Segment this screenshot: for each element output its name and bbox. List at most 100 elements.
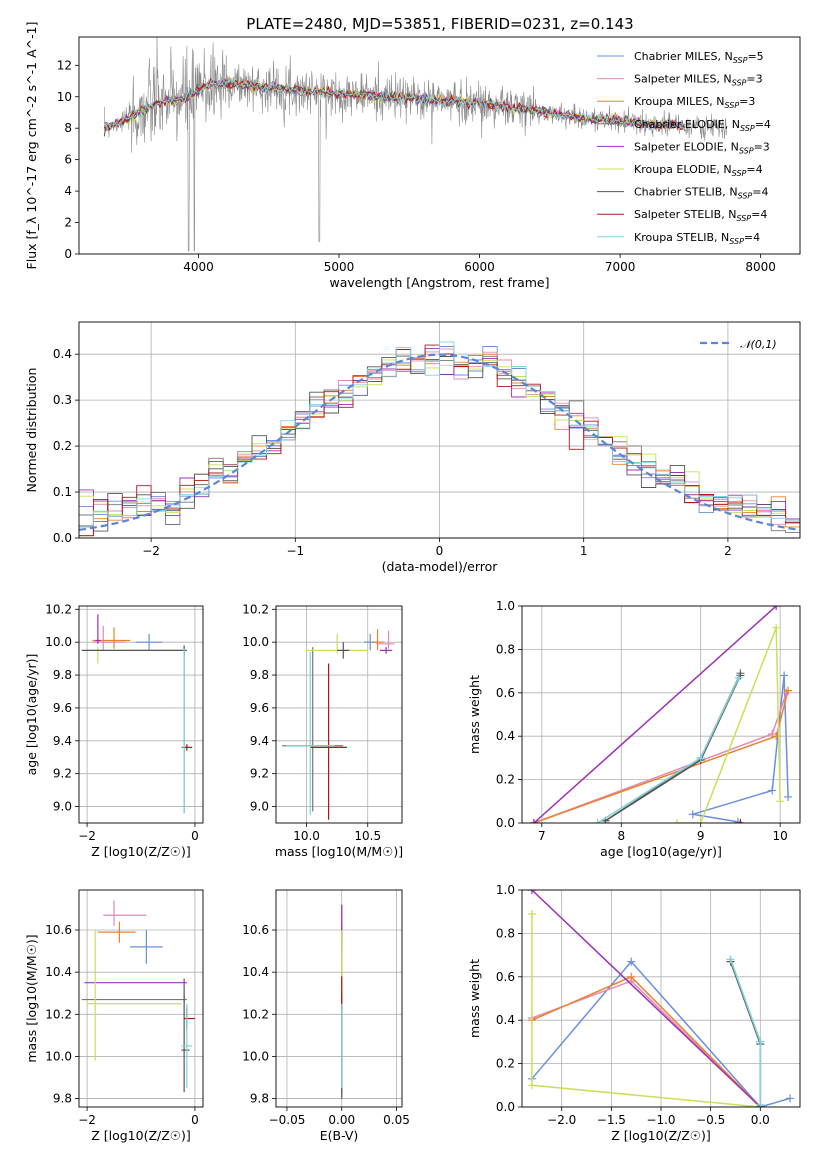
axes-frame (78, 605, 204, 824)
axes-frame (78, 321, 801, 539)
x-tick-label: 10.5 (354, 829, 381, 843)
legend-sub: SSP (739, 146, 754, 155)
weight-marker-chabrier_miles (786, 1094, 795, 1103)
y-tick-label: 0.4 (53, 347, 72, 361)
legend: Chabrier MILES, NSSP=5 Salpeter MILES, NS… (597, 50, 771, 246)
y-tick-label: 9.2 (53, 767, 72, 781)
weight-marker-kroupa_miles (627, 972, 636, 981)
legend-value: =3 (739, 95, 755, 108)
y-tick-label: 9.8 (250, 1092, 269, 1106)
y-tick-label: 10.6 (45, 923, 72, 937)
y-tick-label: 10.0 (45, 1049, 72, 1063)
ticks: −2.0 −1.5 −1.0 −0.5 0.0 0.0 0.2 0.4 0.6 0.8 1.0 (496, 883, 770, 1127)
y-axis-label: mass weight (467, 675, 482, 754)
y-tick-label: 0.4 (496, 1013, 515, 1027)
grid-lines (522, 889, 800, 1108)
x-tick-label: 0.05 (383, 1113, 410, 1127)
legend-label-kroupa_stelib: Kroupa STELIB, NSSP=4 (634, 231, 760, 246)
legend-sub: SSP (738, 192, 753, 201)
plots-layer: 4000 5000 6000 7000 8000024681012wavelength … (24, 22, 801, 1143)
y-tick-label: 0.0 (496, 1100, 515, 1114)
plot-area (81, 614, 193, 814)
x-tick-label: 5000 (324, 260, 355, 274)
legend: 𝒩(0,1) (700, 338, 777, 351)
y-tick-label: 0.2 (53, 439, 72, 453)
legend-label-kroupa_elodie: Kroupa ELODIE, NSSP=4 (634, 163, 763, 178)
y-tick-label: 9.8 (53, 1092, 72, 1106)
legend-value: =3 (754, 140, 770, 153)
legend-label-chabrier_elodie: Chabrier ELODIE, NSSP=4 (634, 118, 771, 133)
weight-marker-kroupa_stelib (756, 1100, 765, 1107)
ticks: −2 0 9.0 9.2 9.4 9.6 9.8 10.0 10.2 (45, 602, 198, 843)
x-axis-label: mass [log10(M/M☉)] (275, 844, 403, 859)
ticks: −0.05 0.00 0.05 9.8 10.0 10.2 10.4 10.6 (242, 923, 410, 1127)
weight-marker-kroupa_elodie (527, 909, 536, 918)
axes-frame (275, 889, 403, 1108)
weight-line-kroupa_elodie (531, 913, 761, 1107)
panel-weight_vs_Z: −2.0 −1.5 −1.0 −0.5 0.0 0.0 0.2 0.4 0.6 0.8 1.0 Z [… (467, 883, 801, 1143)
ticks: 4000 5000 6000 7000 8000 0 2 4 6 8 10 12 (57, 58, 776, 274)
y-tick-label: 10.0 (242, 635, 269, 649)
x-axis-label: (data-model)/error (382, 559, 499, 574)
legend-n: N (723, 73, 731, 86)
x-tick-label: 0.0 (751, 1113, 770, 1127)
axes-frame (521, 889, 801, 1108)
legend-label-kroupa_miles: Kroupa MILES, NSSP=3 (634, 95, 755, 110)
weight-line-kroupa_miles (533, 690, 789, 823)
weight-marker-salpeter_elodie (529, 819, 538, 823)
weight-line-salpeter_elodie (533, 606, 777, 823)
y-tick-label: 0.4 (496, 729, 515, 743)
y-tick-label: 9.0 (250, 800, 269, 814)
axes-frame (275, 605, 403, 824)
y-tick-label: 9.6 (53, 701, 72, 715)
weight-marker-kroupa_elodie (772, 623, 781, 632)
x-tick-label: −0.05 (269, 1113, 306, 1127)
y-tick-label: 1.0 (496, 599, 515, 613)
y-tick-label: 0.1 (53, 485, 72, 499)
plot-area (282, 629, 395, 820)
weight-marker-kroupa_stelib (756, 1037, 765, 1046)
y-tick-label: 0.6 (496, 686, 515, 700)
weight-marker-salpeter_stelib (736, 819, 745, 823)
y-tick-label: 10.2 (242, 1007, 269, 1021)
panel-weight_vs_age: 7 8 9 10 0.0 0.2 0.4 0.6 0.8 1.0 age [log10(age/yr… (467, 599, 801, 859)
legend-n: N (732, 118, 740, 131)
weight-marker-chabrier_miles (768, 786, 777, 795)
x-tick-label: 4000 (183, 260, 214, 274)
y-axis-label: Normed distribution (24, 368, 39, 493)
legend-sub: SSP (740, 124, 755, 133)
weight-line-kroupa_elodie (676, 627, 781, 823)
y-tick-label: 4 (64, 184, 72, 198)
y-axis-label: age [log10(age/yr)] (24, 654, 39, 776)
y-tick-label: 1.0 (496, 883, 515, 897)
grid-lines (522, 605, 800, 824)
legend-value: =3 (746, 73, 762, 86)
y-tick-label: 10 (57, 90, 72, 104)
weight-marker-chabrier_miles (780, 671, 789, 680)
panel-residuals: −2 −1 0 1 2 0.0 0.1 0.2 0.3 0.4 (data-model)/error… (24, 321, 801, 574)
x-tick-label: 10.0 (293, 829, 320, 843)
y-tick-label: 10.0 (242, 1049, 269, 1063)
weight-marker-salpeter_elodie (772, 606, 781, 610)
x-tick-label: −2 (78, 1113, 96, 1127)
y-tick-label: 9.8 (250, 668, 269, 682)
grid-lines (276, 606, 402, 823)
y-axis-label: Flux [f_λ 10^-17 erg cm^-2 s^-1 A^-1] (24, 22, 39, 270)
legend-n: N (716, 95, 724, 108)
legend-sub: SSP (733, 56, 748, 65)
y-tick-label: 0.2 (496, 773, 515, 787)
x-tick-label: 8000 (745, 260, 776, 274)
panel-mass_vs_ebv: −0.05 0.00 0.05 9.8 10.0 10.2 10.4 10.6 E(B-V) (242, 889, 410, 1143)
legend-label-normal: 𝒩(0,1) (740, 338, 777, 351)
legend-value: =4 (746, 163, 762, 176)
x-axis-label: Z [log10(Z/Z☉)] (611, 1128, 711, 1143)
x-tick-label: 1 (580, 544, 588, 558)
x-tick-label: 7 (538, 829, 546, 843)
y-axis-label: mass [log10(M/M☉)] (24, 934, 39, 1062)
x-tick-label: 0 (436, 544, 444, 558)
x-tick-label: −1.0 (646, 1113, 675, 1127)
model-spectrum-kroupa_stelib (103, 77, 685, 130)
legend-n: N (723, 163, 731, 176)
y-tick-label: 10.2 (242, 602, 269, 616)
panel-age_vs_mass: 10.0 10.5 9.0 9.2 9.4 9.6 9.8 10.0 10.2 mass [log… (242, 602, 403, 859)
